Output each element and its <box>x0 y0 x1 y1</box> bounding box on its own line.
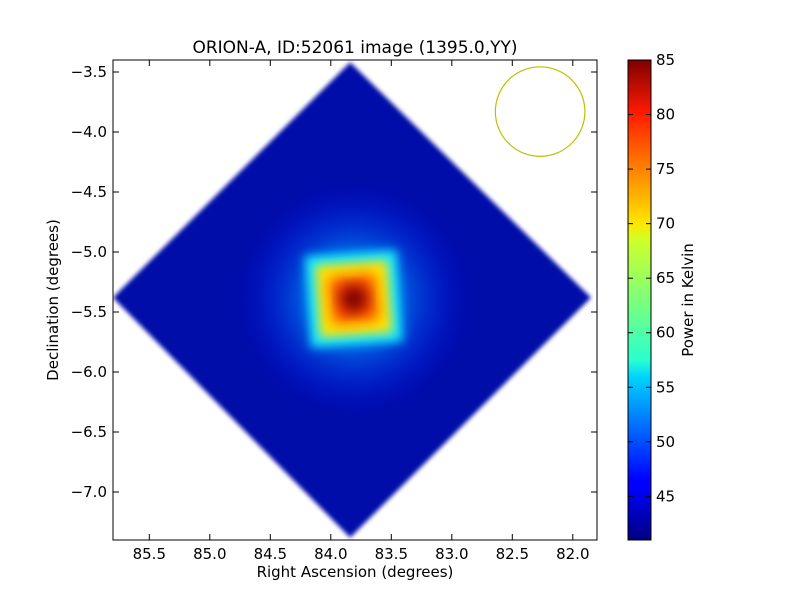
axes-frame <box>112 59 598 541</box>
y-axis-label: Declination (degrees) <box>44 219 62 381</box>
colorbar-tick-label: 55 <box>656 378 675 396</box>
x-tick-label: 83.0 <box>435 545 468 563</box>
colorbar-tick-label: 50 <box>656 433 675 451</box>
colorbar-tick-label: 45 <box>656 487 675 505</box>
y-tick-label: −5.0 <box>71 243 107 261</box>
x-tick-label: 85.0 <box>193 545 226 563</box>
chart-title: ORION-A, ID:52061 image (1395.0,YY) <box>192 38 517 58</box>
colorbar-tick-label: 80 <box>656 106 675 124</box>
colorbar-tick-label: 75 <box>656 160 675 178</box>
beam-circle <box>494 66 586 157</box>
y-tick-label: −6.5 <box>71 423 107 441</box>
x-tick-label: 82.5 <box>496 545 529 563</box>
colorbar-ticks: 45 50 55 60 65 70 75 80 85 <box>628 51 675 505</box>
hotspot-core <box>339 285 368 313</box>
x-axis-ticks: 85.5 85.0 84.5 84.0 83.5 83.0 82.5 82.0 <box>133 60 590 563</box>
x-tick-label: 84.0 <box>314 545 347 563</box>
colorbar-tick-label: 60 <box>656 324 675 342</box>
y-tick-label: −3.5 <box>71 63 107 81</box>
y-tick-label: −4.5 <box>71 183 107 201</box>
x-tick-label: 82.0 <box>556 545 589 563</box>
y-tick-label: −6.0 <box>71 363 107 381</box>
colorbar-tick-label: 70 <box>656 215 675 233</box>
y-tick-label: −5.5 <box>71 303 107 321</box>
colorbar-label: Power in Kelvin <box>679 243 697 357</box>
x-tick-label: 83.5 <box>375 545 408 563</box>
y-tick-label: −7.0 <box>71 483 107 501</box>
image-layer <box>113 62 591 538</box>
x-axis-label: Right Ascension (degrees) <box>257 563 454 581</box>
colorbar-tick-label: 65 <box>656 269 675 287</box>
y-axis-ticks: −3.5 −4.0 −4.5 −5.0 −5.5 −6.0 −6.5 −7.0 <box>71 63 597 501</box>
colorbar-tick-label: 85 <box>656 51 675 69</box>
colorbar <box>627 59 652 541</box>
y-tick-label: −4.0 <box>71 123 107 141</box>
x-tick-label: 84.5 <box>254 545 287 563</box>
x-tick-label: 85.5 <box>133 545 166 563</box>
